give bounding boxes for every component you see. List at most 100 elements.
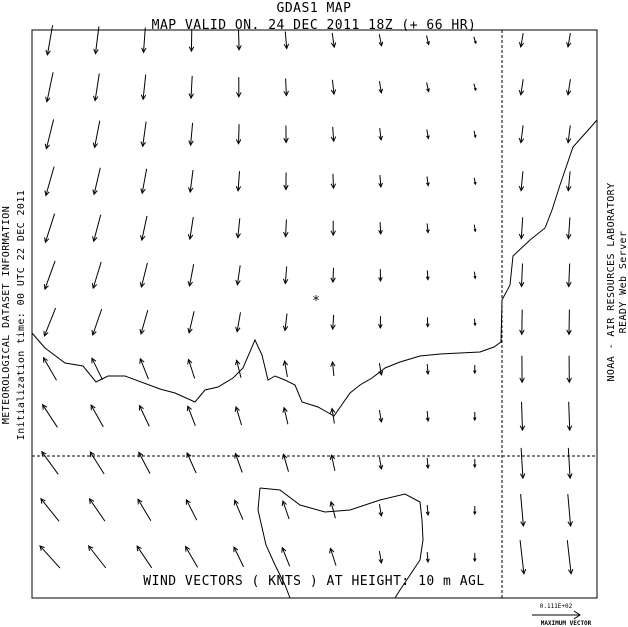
wind-vector bbox=[566, 540, 574, 575]
map-caption: WIND VECTORS ( KNTS ) AT HEIGHT: 10 m AG… bbox=[143, 574, 484, 589]
wind-vector bbox=[330, 360, 336, 377]
wind-vector bbox=[188, 28, 195, 53]
wind-vector bbox=[188, 75, 194, 100]
wind-vector bbox=[519, 401, 526, 432]
wind-vector bbox=[140, 74, 147, 101]
wind-vector bbox=[519, 309, 525, 336]
wind-vector bbox=[425, 176, 430, 187]
wind-vector bbox=[378, 269, 383, 283]
wind-vector bbox=[91, 261, 102, 290]
wind-vector bbox=[91, 357, 103, 381]
wind-vector bbox=[473, 271, 477, 280]
wind-vector bbox=[283, 125, 289, 144]
wind-vector bbox=[43, 307, 57, 337]
server-label: READY Web Server bbox=[618, 231, 628, 334]
wind-vector bbox=[473, 36, 477, 45]
wind-vector bbox=[378, 363, 384, 376]
wind-vector bbox=[329, 454, 336, 471]
wind-vector bbox=[186, 405, 196, 426]
wind-vector bbox=[39, 545, 61, 569]
wind-vector bbox=[426, 129, 430, 140]
wind-vector bbox=[91, 308, 103, 337]
wind-vector bbox=[519, 540, 527, 575]
wind-vector bbox=[566, 263, 572, 288]
wind-vector bbox=[44, 213, 56, 244]
wind-vector bbox=[281, 499, 290, 520]
tasmania-west-coastline bbox=[257, 487, 291, 599]
wind-vector bbox=[378, 81, 384, 94]
wind-vector bbox=[188, 169, 194, 194]
wind-vector bbox=[234, 405, 243, 426]
wind-vector bbox=[139, 262, 148, 289]
wind-vector bbox=[329, 500, 336, 519]
wind-vector bbox=[140, 121, 147, 148]
wind-vector bbox=[473, 459, 477, 469]
wind-vector bbox=[236, 77, 242, 98]
wind-vector bbox=[93, 26, 100, 55]
wind-vector bbox=[330, 314, 336, 331]
wind-vector bbox=[330, 407, 336, 424]
wind-vector bbox=[330, 126, 337, 143]
wind-vector bbox=[566, 401, 573, 432]
legend-value: 0.111E+02 bbox=[540, 603, 573, 610]
wind-vector bbox=[40, 497, 60, 522]
wind-vector bbox=[139, 357, 149, 380]
wind-vector bbox=[378, 504, 384, 517]
wind-vector bbox=[235, 359, 242, 378]
wind-vector bbox=[425, 551, 430, 564]
wind-vector bbox=[137, 498, 152, 521]
wind-vector bbox=[45, 25, 54, 56]
wind-vector bbox=[140, 168, 148, 195]
wind-vector bbox=[378, 457, 384, 470]
wind-vector bbox=[140, 215, 148, 242]
wind-vector bbox=[233, 499, 244, 520]
wind-vector bbox=[566, 309, 572, 336]
wind-vector bbox=[378, 34, 384, 47]
wind-vector bbox=[235, 218, 241, 239]
wind-vector bbox=[518, 263, 525, 288]
wind-vector bbox=[519, 447, 526, 480]
wind-vector bbox=[89, 451, 105, 475]
wind-vector bbox=[425, 270, 430, 281]
wind-vector bbox=[283, 172, 289, 191]
lab-label: NOAA - AIR RESOURCES LABORATORY bbox=[606, 182, 617, 381]
wind-vector bbox=[139, 309, 149, 335]
wind-vector bbox=[235, 171, 242, 192]
wind-vector bbox=[88, 497, 106, 522]
wind-vector bbox=[141, 27, 147, 54]
wind-vector bbox=[473, 177, 477, 186]
wind-vector bbox=[187, 264, 195, 287]
wind-vector bbox=[92, 214, 102, 243]
wind-vector bbox=[473, 553, 477, 563]
wind-vector bbox=[425, 457, 430, 470]
wind-vectors bbox=[39, 25, 574, 575]
wind-vector bbox=[473, 83, 477, 92]
wind-vector bbox=[425, 410, 430, 423]
wind-vector bbox=[185, 545, 199, 568]
dataset-info-label: METEOROLOGICAL DATASET INFORMATION bbox=[1, 206, 12, 424]
wind-vector bbox=[44, 166, 55, 197]
wind-vector bbox=[233, 546, 245, 568]
wind-vector bbox=[473, 130, 477, 139]
wind-vector bbox=[520, 494, 526, 527]
wind-vector bbox=[378, 128, 383, 142]
wind-vector bbox=[93, 73, 100, 102]
wind-vector bbox=[567, 494, 573, 527]
map-valid-time: MAP VALID ON. 24 DEC 2011 18Z (+ 66 HR) bbox=[152, 18, 477, 33]
wind-vector bbox=[188, 122, 194, 147]
wind-vector bbox=[378, 175, 383, 188]
wind-vector bbox=[41, 403, 58, 428]
wind-vector bbox=[282, 266, 289, 285]
wind-vector bbox=[566, 33, 572, 48]
wind-vector bbox=[426, 35, 430, 46]
wind-vector bbox=[473, 224, 477, 233]
wind-vector bbox=[425, 504, 430, 517]
map-frame bbox=[31, 29, 598, 599]
wind-vector bbox=[378, 316, 383, 330]
wind-vector bbox=[281, 546, 291, 567]
wind-vector bbox=[518, 33, 525, 48]
wind-vector bbox=[565, 171, 572, 192]
wind-vector bbox=[425, 317, 430, 328]
wind-vector bbox=[425, 363, 430, 376]
